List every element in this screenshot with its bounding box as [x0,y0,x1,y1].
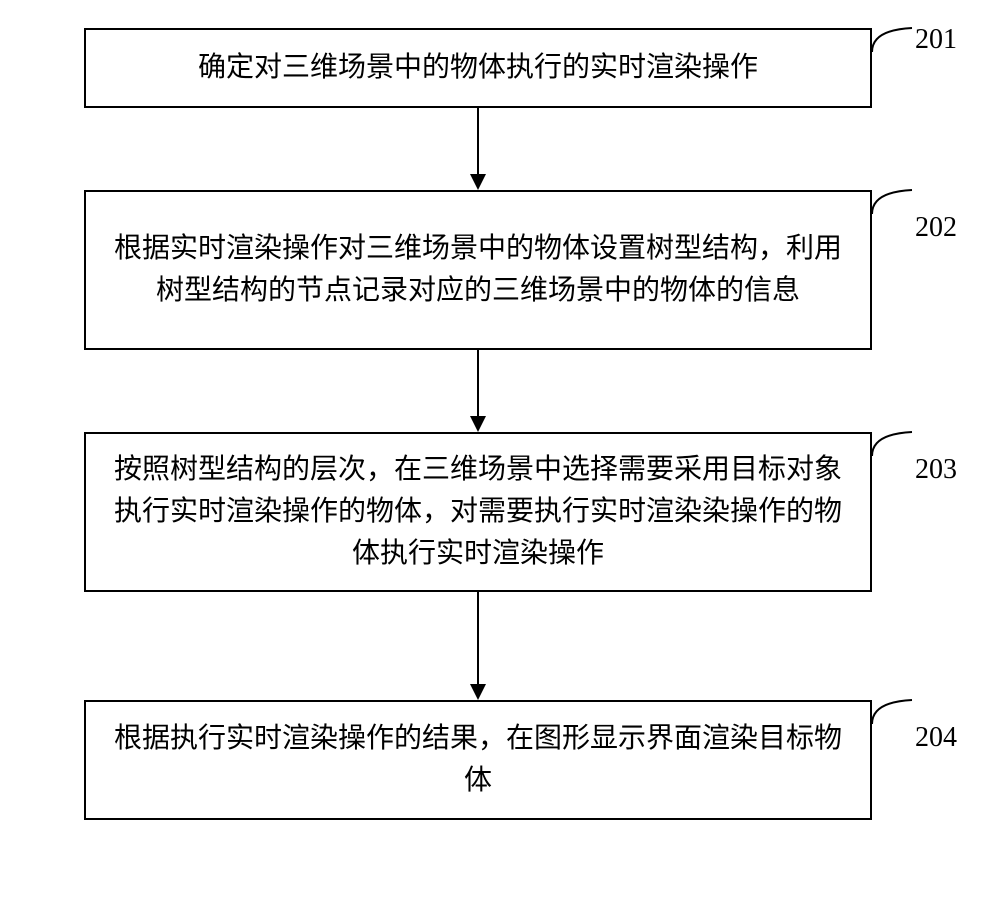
flow-node-4: 根据执行实时渲染操作的结果，在图形显示界面渲染目标物体 [84,700,872,820]
flow-node-1: 确定对三维场景中的物体执行的实时渲染操作 [84,28,872,108]
flow-node-4-text: 根据执行实时渲染操作的结果，在图形显示界面渲染目标物体 [106,718,850,802]
arrow-3-4 [466,592,490,700]
flowchart-canvas: 确定对三维场景中的物体执行的实时渲染操作 201 根据实时渲染操作对三维场景中的… [0,0,1000,909]
flow-node-3-text: 按照树型结构的层次，在三维场景中选择需要采用目标对象执行实时渲染操作的物体，对需… [106,449,850,575]
step-label-2: 202 [915,212,957,244]
flow-node-1-text: 确定对三维场景中的物体执行的实时渲染操作 [198,47,758,89]
flow-node-2-text: 根据实时渲染操作对三维场景中的物体设置树型结构，利用树型结构的节点记录对应的三维… [106,228,850,312]
bracket-3 [870,428,914,458]
step-label-3: 203 [915,454,957,486]
arrow-2-3 [466,350,490,432]
arrow-1-2 [466,108,490,190]
flow-node-3: 按照树型结构的层次，在三维场景中选择需要采用目标对象执行实时渲染操作的物体，对需… [84,432,872,592]
flow-node-2: 根据实时渲染操作对三维场景中的物体设置树型结构，利用树型结构的节点记录对应的三维… [84,190,872,350]
step-label-4: 204 [915,722,957,754]
bracket-1 [870,24,914,54]
bracket-2 [870,186,914,216]
step-label-1: 201 [915,24,957,56]
bracket-4 [870,696,914,726]
